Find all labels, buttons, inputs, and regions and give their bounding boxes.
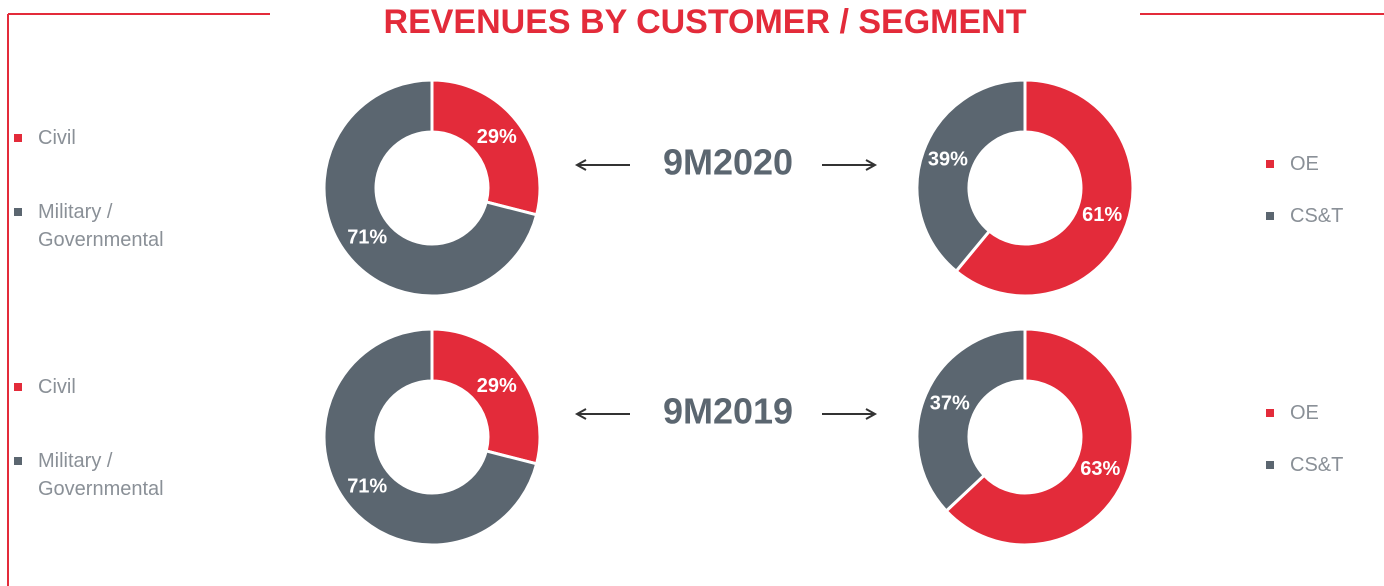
legend-label: Civil	[38, 376, 76, 398]
legend-label: Military / Governmental	[38, 201, 164, 251]
period-label: 9M2019	[663, 391, 793, 432]
data-label: 29%	[477, 126, 517, 148]
legend-label: OE	[1290, 153, 1319, 175]
donut-segment	[944, 327, 1135, 547]
arrow	[574, 159, 630, 171]
arrow	[822, 159, 878, 171]
legend-item: CS&T	[1266, 451, 1384, 479]
legend-swatch	[14, 457, 22, 465]
legend-label: CS&T	[1290, 454, 1344, 476]
donut-segment	[915, 78, 1027, 274]
title: REVENUES BY CUSTOMER / SEGMENT	[383, 3, 1027, 41]
data-label: 61%	[1082, 204, 1122, 226]
data-label: 63%	[1080, 458, 1120, 480]
donut-segment	[915, 327, 1027, 514]
legend-label: CS&T	[1290, 205, 1344, 227]
data-label: 71%	[347, 227, 387, 249]
legend-item: CS&T	[1266, 202, 1384, 230]
legend-item: Civil	[14, 373, 213, 401]
legend-label: OE	[1290, 402, 1319, 424]
donut-segment	[322, 78, 539, 298]
legend-item: Military / Governmental	[14, 447, 213, 503]
donut-segment	[430, 78, 542, 217]
data-label: 39%	[928, 149, 968, 171]
donut-segment	[430, 327, 542, 466]
data-label: 71%	[347, 476, 387, 498]
legend-label: Military / Governmental	[38, 450, 164, 500]
legend-swatch	[1266, 461, 1274, 469]
period-label: 9M2020	[663, 142, 793, 183]
legend-item: OE	[1266, 150, 1384, 178]
legend-item: Military / Governmental	[14, 198, 213, 254]
legend-swatch	[1266, 409, 1274, 417]
data-label: 37%	[930, 393, 970, 415]
legend-swatch	[14, 208, 22, 216]
legend-item: Civil	[14, 124, 213, 152]
donut-segment	[954, 78, 1135, 298]
legend-swatch	[1266, 160, 1274, 168]
data-label: 29%	[477, 375, 517, 397]
arrow	[574, 408, 630, 420]
legend-swatch	[1266, 212, 1274, 220]
arrow	[822, 408, 878, 420]
legend-swatch	[14, 383, 22, 391]
legend-item: OE	[1266, 399, 1384, 427]
donut-segment	[322, 327, 539, 547]
legend-label: Civil	[38, 127, 76, 149]
legend-swatch	[14, 134, 22, 142]
